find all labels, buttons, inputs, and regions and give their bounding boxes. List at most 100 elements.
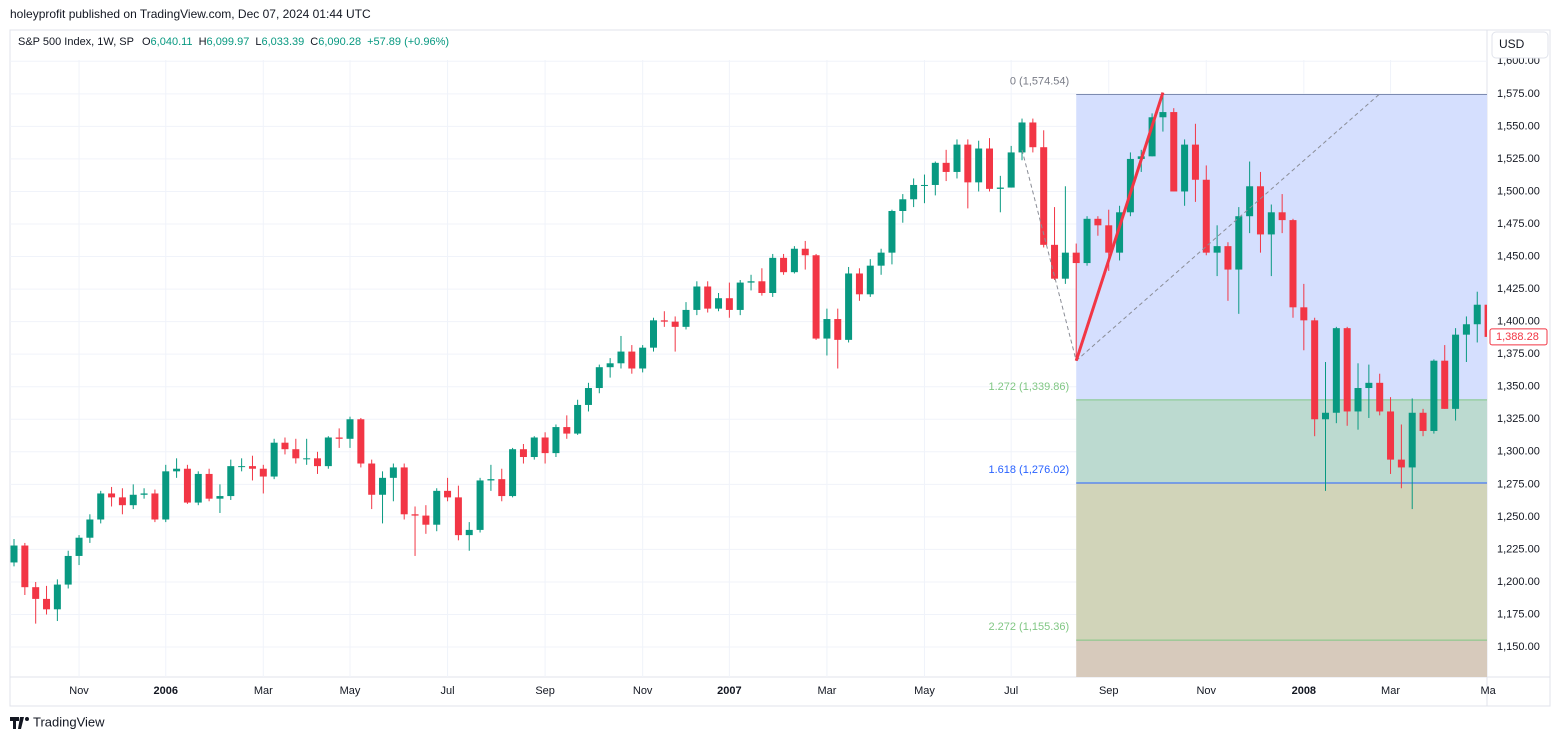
candle-body [931,162,939,185]
legend-change: +57.89 (+0.96%) [367,36,449,48]
currency[interactable]: USD [1499,37,1525,51]
candle-body [259,468,267,477]
x-tick-label: Nov [69,685,89,697]
candle-body [1256,186,1264,235]
y-tick-label: 1,300.00 [1497,446,1540,458]
candle-body [21,545,29,588]
legend-value: 6,099.97 [207,36,250,48]
candle-body [194,473,202,503]
x-tick-label: May [340,685,361,697]
candle-body [335,437,343,439]
candle-body [86,519,94,538]
candle-body [855,273,863,295]
candle-body [1289,220,1297,308]
y-tick-label: 1,200.00 [1497,576,1540,588]
candle-body [1094,218,1102,226]
candle-body [1354,388,1362,412]
dashed-line [1021,149,1077,361]
candle-body [747,281,755,283]
candle-body [1126,158,1134,213]
y-tick-label: 1,225.00 [1497,543,1540,555]
y-tick-label: 1,250.00 [1497,511,1540,523]
candle-body [487,479,495,481]
fib-label: 2.272 (1,155.36) [988,621,1069,633]
candle-body [519,449,527,458]
candle-body [660,320,668,322]
candle-body [563,427,571,434]
candle-body [1419,412,1427,431]
candle-body [151,493,159,520]
y-tick-label: 1,375.00 [1497,348,1540,360]
x-tick-label: Sep [535,685,555,697]
fib-zone [1076,640,1487,677]
candle-body [996,187,1004,189]
last-price-box [1489,328,1548,346]
candle-body [292,449,300,459]
candle-body [736,282,744,310]
legend-key: L [255,36,261,48]
y-tick-label: 1,150.00 [1497,641,1540,653]
candle-body [389,467,397,478]
candle-body [227,466,235,497]
candle-body [584,388,592,405]
candle-body [1235,216,1243,270]
candle-body [1332,328,1340,413]
y-tick-label: 1,325.00 [1497,413,1540,425]
candle-body [75,537,83,556]
symbol: S&P 500 Index, 1W, SP [18,36,134,48]
candle-body [1213,246,1221,253]
candle-body [465,529,473,536]
candle-body [1029,122,1037,148]
candle-body [498,479,506,497]
candle-body [877,252,885,266]
candle-body [1148,117,1156,157]
y-tick-label: 1,425.00 [1497,283,1540,295]
x-tick-label: 2006 [154,685,178,697]
x-tick-label: 2007 [717,685,741,697]
candle-body [1343,328,1351,412]
candle-body [1040,147,1048,245]
y-tick-label: 1,475.00 [1497,218,1540,230]
candle-body [1408,412,1416,468]
candle-body [1452,334,1460,409]
candle-body [1224,246,1232,270]
x-tick-label: May [914,685,935,697]
candle-body [53,584,61,610]
candle-body [140,493,148,495]
y-tick-label: 1,525.00 [1497,153,1540,165]
candle-body [324,437,332,467]
candle-body [238,466,246,468]
x-tick-label: Nov [1196,685,1216,697]
candle-body [649,320,657,348]
candle-body [1246,186,1254,217]
candle-body [1170,112,1178,192]
candle-body [1387,411,1395,460]
candle-body [205,473,213,499]
currency-button[interactable] [1491,31,1549,59]
y-tick-label: 1,350.00 [1497,381,1540,393]
fib-label: 1.618 (1,276.02) [988,464,1069,476]
fib-label: 1.272 (1,339.86) [988,381,1069,393]
candle-body [530,437,538,458]
candle-body [1116,212,1124,253]
candle-body [346,419,354,439]
candle-body [433,490,441,525]
legend: S&P 500 Index, 1W, SP O 6,040.11 H 6,099.97 L… [18,36,449,48]
candle-body [118,497,126,506]
candle-body [682,309,690,327]
candle-body [801,248,809,256]
legend-key: H [199,36,207,48]
y-tick-label: 1,275.00 [1497,478,1540,490]
candle-body [368,463,376,495]
candle-body [1376,382,1384,412]
candle-body [1159,112,1167,118]
brand: TradingView [33,714,105,729]
candle-body [1300,307,1308,321]
legend-key: O [142,36,151,48]
candle-body [32,587,40,599]
trend-line [1074,92,1165,362]
candle-body [1083,218,1091,264]
candle-body [97,493,105,520]
candle-body [216,496,224,499]
candle-body [942,162,950,172]
